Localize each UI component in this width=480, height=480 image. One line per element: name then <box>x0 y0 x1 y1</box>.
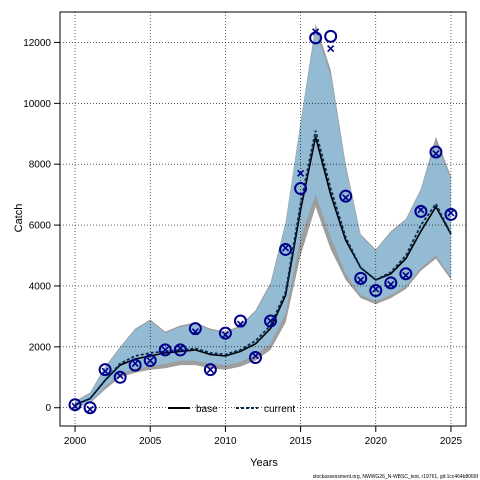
observed-point-2002 <box>98 363 112 377</box>
observed-point-2012 <box>248 351 262 365</box>
predicted-point-2024 <box>432 149 440 158</box>
series-current-line <box>74 130 452 406</box>
x-tick-label-2005: 2005 <box>139 436 162 447</box>
x-tick-label-2020: 2020 <box>365 436 388 447</box>
y-tick-label-12000: 12000 <box>23 38 51 49</box>
series-base-line <box>74 136 452 406</box>
predicted-point-2001 <box>86 405 94 413</box>
observed-point-2001 <box>83 401 97 415</box>
grid-lines <box>60 12 466 426</box>
observed-point-2022 <box>399 267 413 281</box>
x-tick-label-2010: 2010 <box>214 436 237 447</box>
series-lines <box>74 130 452 406</box>
observed-point-2011 <box>233 314 247 328</box>
y-axis: 0 2000 4000 6000 8000 10000 12000 <box>23 38 60 414</box>
predicted-point-2015 <box>297 169 305 177</box>
observed-point-2017 <box>324 29 338 43</box>
predicted-point-2018 <box>342 194 350 202</box>
y-tick-label-8000: 8000 <box>29 160 52 171</box>
predicted-point-2002 <box>101 367 109 375</box>
predicted-point-2016 <box>312 28 320 36</box>
x-tick-label-2015: 2015 <box>289 436 312 447</box>
legend: base current <box>168 404 295 415</box>
observed-point-2004 <box>128 358 142 372</box>
observed-point-2015 <box>294 182 308 196</box>
predicted-point-2023 <box>417 206 425 214</box>
x-axis: 2000 2005 2010 2015 2020 2025 <box>64 426 463 447</box>
observed-point-2010 <box>218 326 232 340</box>
observed-point-2009 <box>203 363 217 377</box>
x-tick-label-2025: 2025 <box>440 436 463 447</box>
y-axis-title: Catch <box>13 204 25 233</box>
predicted-point-2025 <box>447 209 455 217</box>
predicted-point-2000 <box>71 402 79 410</box>
x-axis-title: Years <box>250 457 278 469</box>
observed-point-2024 <box>429 145 443 159</box>
predicted-point-2017 <box>327 44 335 53</box>
observed-point-2007 <box>173 343 187 357</box>
predicted-point-2006 <box>161 346 169 354</box>
observed-point-2013 <box>264 314 278 328</box>
predicted-point-2019 <box>357 276 365 284</box>
predicted-point-2022 <box>402 271 410 279</box>
observed-point-2019 <box>354 271 368 285</box>
legend-base-label: base <box>196 404 218 415</box>
observed-point-2014 <box>279 242 293 256</box>
predicted-point-2011 <box>236 320 245 328</box>
y-tick-label-4000: 4000 <box>29 281 52 292</box>
observed-point-2005 <box>143 354 157 368</box>
observed-point-2020 <box>369 284 383 298</box>
predicted-point-2020 <box>372 285 380 293</box>
confidence-bands <box>75 24 451 408</box>
observed-point-2006 <box>158 343 172 357</box>
predicted-point-2013 <box>266 317 275 325</box>
observed-point-2008 <box>188 322 202 336</box>
observed-point-2000 <box>68 398 82 412</box>
observed-point-2025 <box>444 207 458 221</box>
observed-point-2021 <box>384 276 398 290</box>
predicted-point-2012 <box>251 352 260 360</box>
predicted-point-2003 <box>116 372 124 380</box>
y-tick-label-0: 0 <box>45 403 51 414</box>
predicted-point-2009 <box>206 366 214 374</box>
predicted-point-2005 <box>146 356 154 365</box>
x-tick-label-2000: 2000 <box>64 436 87 447</box>
legend-current-label: current <box>264 404 295 415</box>
predicted-point-2008 <box>191 328 199 336</box>
predicted-point-2010 <box>221 331 229 339</box>
predicted-point-2014 <box>281 244 290 252</box>
y-tick-label-2000: 2000 <box>29 342 52 353</box>
observed-point-2003 <box>113 370 127 384</box>
y-tick-label-10000: 10000 <box>23 99 51 110</box>
y-tick-label-6000: 6000 <box>29 221 52 232</box>
data-markers <box>68 28 458 415</box>
predicted-point-2021 <box>387 280 395 289</box>
plot-frame <box>59 11 467 427</box>
predicted-point-2007 <box>176 344 184 352</box>
footnote: stockassessment.org, NWWG26_N-WBSC_test,… <box>313 474 479 480</box>
observed-point-2018 <box>339 189 353 203</box>
observed-point-2023 <box>414 204 428 218</box>
predicted-point-2004 <box>131 360 139 368</box>
